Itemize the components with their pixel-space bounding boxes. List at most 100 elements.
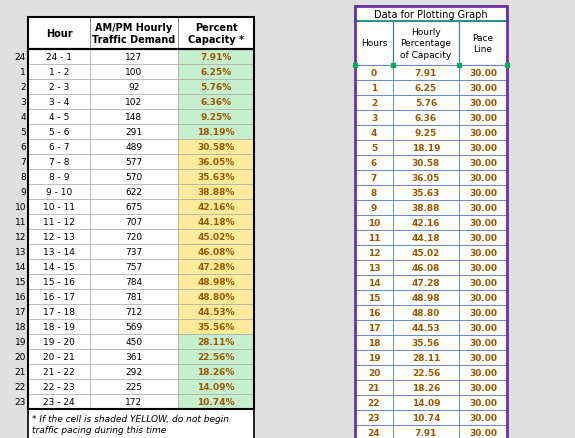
Text: 21: 21 [14, 367, 26, 376]
Bar [28, 18, 90, 50]
Text: 13: 13 [368, 263, 380, 272]
Text: 30.00: 30.00 [469, 368, 497, 377]
Text: 9: 9 [20, 187, 26, 197]
Text: 0: 0 [371, 69, 377, 78]
Bar [90, 319, 178, 334]
Text: 675: 675 [125, 202, 143, 212]
Text: 18.26: 18.26 [412, 383, 440, 392]
Bar [90, 95, 178, 110]
Bar [28, 125, 90, 140]
Text: 2: 2 [20, 83, 26, 92]
Bar [459, 96, 507, 111]
Text: 46.08%: 46.08% [197, 247, 235, 256]
Text: 757: 757 [125, 262, 143, 272]
Bar [90, 65, 178, 80]
Bar [90, 80, 178, 95]
Text: 361: 361 [125, 352, 143, 361]
Text: 10.74: 10.74 [412, 413, 440, 422]
Text: 30.00: 30.00 [469, 233, 497, 243]
Text: 4: 4 [20, 113, 26, 122]
Text: 7.91: 7.91 [415, 428, 437, 437]
Text: 30.00: 30.00 [469, 99, 497, 108]
Text: 3: 3 [20, 98, 26, 107]
Bar [28, 334, 90, 349]
Text: 47.28: 47.28 [412, 279, 440, 287]
Text: 18.19: 18.19 [412, 144, 440, 153]
Text: 6.36: 6.36 [415, 114, 437, 123]
Text: 21 - 22: 21 - 22 [43, 367, 75, 376]
Text: 45.02%: 45.02% [197, 233, 235, 241]
Bar [90, 379, 178, 394]
Text: 19: 19 [14, 337, 26, 346]
Bar [393, 380, 459, 395]
Text: 42.16: 42.16 [412, 219, 440, 227]
Bar [393, 201, 459, 215]
Text: 35.63%: 35.63% [197, 173, 235, 182]
Bar [355, 141, 393, 155]
Text: 1 - 2: 1 - 2 [49, 68, 69, 77]
Text: 292: 292 [125, 367, 143, 376]
Bar [90, 290, 178, 304]
Bar [90, 18, 178, 50]
Bar [355, 126, 393, 141]
Bar [178, 170, 254, 184]
Text: 30.00: 30.00 [469, 279, 497, 287]
Text: 8: 8 [20, 173, 26, 182]
Bar [355, 66, 393, 81]
Bar [459, 320, 507, 335]
Text: 6: 6 [20, 143, 26, 152]
Text: 6.25: 6.25 [415, 84, 437, 93]
Text: 17: 17 [14, 307, 26, 316]
Bar [393, 186, 459, 201]
Text: 48.98%: 48.98% [197, 277, 235, 286]
Text: 11: 11 [14, 218, 26, 226]
Bar [28, 184, 90, 200]
Bar [459, 276, 507, 290]
Text: 4 - 5: 4 - 5 [49, 113, 69, 122]
Text: 36.05%: 36.05% [197, 158, 235, 166]
Bar [393, 425, 459, 438]
Bar [355, 425, 393, 438]
Text: 30.00: 30.00 [469, 413, 497, 422]
Bar [28, 65, 90, 80]
Bar [459, 155, 507, 171]
Bar [355, 410, 393, 425]
Text: 5: 5 [20, 128, 26, 137]
Text: 15 - 16: 15 - 16 [43, 277, 75, 286]
Bar [355, 395, 393, 410]
Bar [90, 170, 178, 184]
Text: 22: 22 [15, 382, 26, 391]
Text: 42.16%: 42.16% [197, 202, 235, 212]
Bar [178, 65, 254, 80]
Bar [178, 18, 254, 50]
Bar [28, 304, 90, 319]
Text: 3 - 4: 3 - 4 [49, 98, 69, 107]
Bar [459, 395, 507, 410]
Text: 47.28%: 47.28% [197, 262, 235, 272]
Bar [28, 259, 90, 274]
Bar [393, 111, 459, 126]
Text: 6.25%: 6.25% [201, 68, 232, 77]
Text: 15: 15 [368, 293, 380, 302]
Text: Percent
Capacity *: Percent Capacity * [188, 23, 244, 45]
Bar [393, 141, 459, 155]
Text: 14.09%: 14.09% [197, 382, 235, 391]
Bar [459, 410, 507, 425]
Bar [90, 244, 178, 259]
Text: 36.05: 36.05 [412, 173, 440, 183]
Text: 22.56%: 22.56% [197, 352, 235, 361]
Bar [459, 380, 507, 395]
Text: 24 - 1: 24 - 1 [46, 53, 72, 62]
Text: 569: 569 [125, 322, 143, 331]
Bar [459, 81, 507, 96]
Bar [28, 274, 90, 290]
Bar [28, 290, 90, 304]
Text: 148: 148 [125, 113, 143, 122]
Bar [178, 379, 254, 394]
Text: 30.00: 30.00 [469, 69, 497, 78]
Bar [28, 200, 90, 215]
Bar [178, 334, 254, 349]
Bar [90, 125, 178, 140]
Bar [90, 230, 178, 244]
Text: 44.18: 44.18 [412, 233, 440, 243]
